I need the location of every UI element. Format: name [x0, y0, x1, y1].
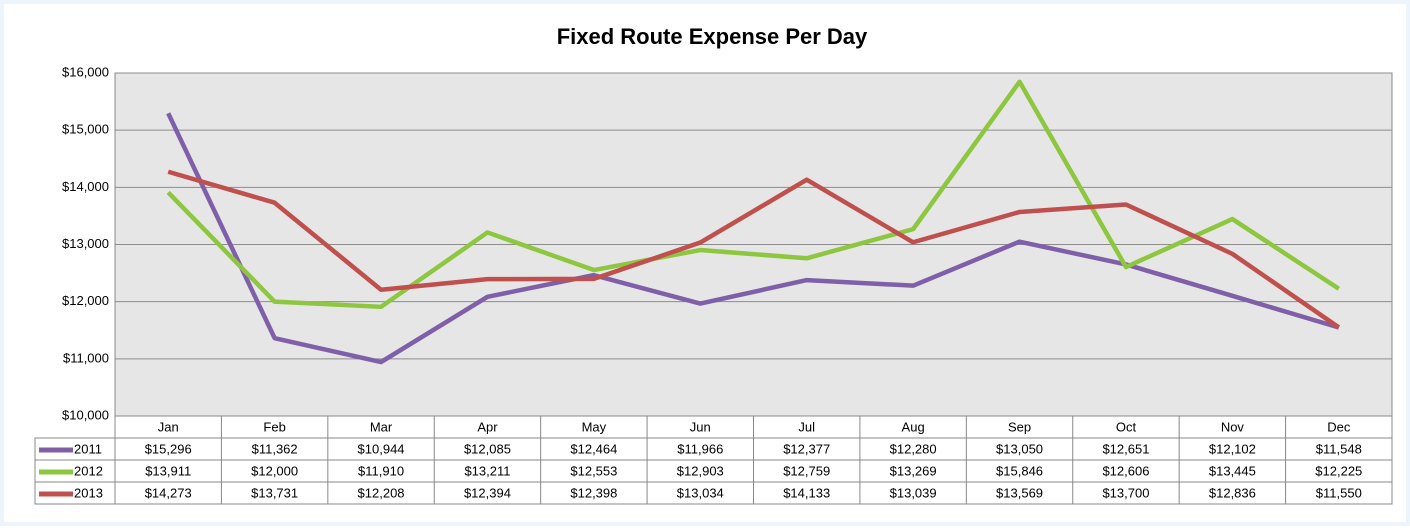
series-line	[166, 79, 1341, 310]
table-value: $11,548	[1316, 441, 1362, 456]
table-value: $13,569	[996, 485, 1043, 500]
x-tick-label: Dec	[1327, 419, 1351, 434]
table-value: $12,208	[358, 485, 405, 500]
y-tick-label: $16,000	[62, 64, 109, 79]
table-value: $12,606	[1102, 463, 1149, 478]
table-value: $13,039	[890, 485, 937, 500]
table-value: $11,550	[1316, 485, 1362, 500]
table-value: $13,050	[996, 441, 1043, 456]
table-value: $12,280	[890, 441, 937, 456]
table-value: $12,000	[251, 463, 298, 478]
table-value: $12,553	[570, 463, 617, 478]
table-value: $14,133	[783, 485, 830, 500]
y-tick-label: $11,000	[63, 350, 109, 365]
table-value: $11,910	[358, 463, 404, 478]
table-value: $15,846	[996, 463, 1043, 478]
table-value: $12,394	[464, 485, 511, 500]
table-value: $13,269	[890, 463, 937, 478]
x-tick-label: Nov	[1221, 419, 1245, 434]
data-table	[34, 437, 1393, 505]
x-tick-label: Jun	[690, 419, 711, 434]
x-tick-label: Jul	[798, 419, 815, 434]
y-tick-label: $14,000	[62, 179, 109, 194]
legend-label: 2012	[74, 463, 103, 478]
table-value: $12,651	[1102, 441, 1149, 456]
series-line	[166, 112, 1340, 365]
table-value: $14,273	[145, 485, 192, 500]
table-value: $12,102	[1209, 441, 1256, 456]
legend-label: 2013	[74, 485, 103, 500]
y-tick-label: $13,000	[62, 236, 109, 251]
table-value: $12,398	[570, 485, 617, 500]
table-value: $12,903	[677, 463, 724, 478]
x-tick-label: Apr	[477, 419, 498, 434]
table-value: $13,445	[1209, 463, 1256, 478]
table-value: $12,225	[1315, 463, 1362, 478]
table-value: $13,731	[251, 485, 298, 500]
x-tick-label: Sep	[1008, 419, 1031, 434]
table-value: $10,944	[358, 441, 405, 456]
x-tick-label: Oct	[1116, 419, 1137, 434]
y-tick-label: $10,000	[62, 407, 109, 422]
chart-title: Fixed Route Expense Per Day	[557, 24, 868, 49]
table-value: $12,836	[1209, 485, 1256, 500]
y-tick-label: $12,000	[62, 293, 109, 308]
table-value: $13,911	[145, 463, 191, 478]
table-value: $15,296	[145, 441, 192, 456]
series-line	[167, 169, 1341, 330]
table-value: $12,464	[570, 441, 617, 456]
table-value: $12,759	[783, 463, 830, 478]
table-value: $11,362	[252, 441, 298, 456]
x-tick-label: Jan	[158, 419, 179, 434]
y-tick-label: $15,000	[62, 122, 109, 137]
table-value: $13,211	[464, 463, 510, 478]
table-value: $12,085	[464, 441, 511, 456]
table-value: $12,377	[783, 441, 830, 456]
x-tick-label: Mar	[370, 419, 393, 434]
x-tick-label: Aug	[902, 419, 925, 434]
table-value: $13,700	[1102, 485, 1149, 500]
x-tick-label: Feb	[263, 419, 285, 434]
table-value: $11,966	[677, 441, 723, 456]
legend-label: 2011	[74, 441, 102, 456]
x-tick-label: May	[582, 419, 607, 434]
table-value: $13,034	[677, 485, 724, 500]
